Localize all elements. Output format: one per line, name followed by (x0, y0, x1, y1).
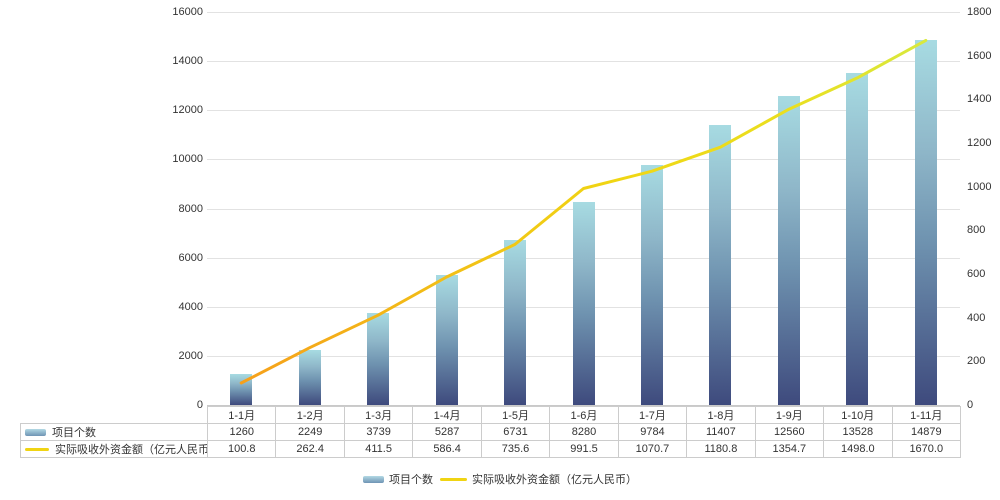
category-cell: 1-7月 (617, 406, 688, 424)
left-axis-tick: 2000 (178, 350, 203, 362)
value-cell: 1180.8 (686, 440, 756, 458)
right-axis-tick: 200 (967, 355, 986, 367)
bar-1-10月 (846, 73, 868, 405)
gridline (207, 12, 960, 13)
value-cell: 1670.0 (891, 440, 962, 458)
bar-1-9月 (778, 96, 800, 405)
x-axis-line (207, 405, 960, 406)
row-label-investment: 实际吸收外资金额（亿元人民币） (20, 440, 208, 458)
value-cell: 1070.7 (617, 440, 688, 458)
left-axis-tick: 0 (196, 399, 203, 411)
gridline (207, 159, 960, 160)
category-cell: 1-2月 (275, 406, 345, 424)
value-cell: 1260 (206, 423, 277, 441)
right-axis-tick: 0 (967, 399, 974, 411)
category-cell: 1-5月 (480, 406, 551, 424)
left-axis-tick: 8000 (178, 203, 203, 215)
value-cell: 586.4 (412, 440, 482, 458)
bar-1-2月 (299, 350, 321, 405)
category-cell: 1-4月 (412, 406, 482, 424)
right-axis-tick: 1400 (967, 93, 992, 105)
right-axis-tick: 600 (967, 268, 986, 280)
legend-item-line[interactable]: 实际吸收外资金额（亿元人民币） (440, 471, 637, 487)
value-cell: 262.4 (275, 440, 345, 458)
left-axis-tick: 14000 (172, 55, 203, 67)
value-cell: 13528 (823, 423, 893, 441)
category-cell: 1-8月 (686, 406, 756, 424)
row-label-text: 项目个数 (52, 427, 96, 439)
value-cell: 1498.0 (823, 440, 893, 458)
bar-legend-swatch-icon (363, 475, 384, 483)
right-axis-tick: 400 (967, 312, 986, 324)
value-cell: 991.5 (549, 440, 619, 458)
value-cell: 411.5 (343, 440, 414, 458)
right-axis-tick: 1800 (967, 6, 992, 18)
line-series-row: 实际吸收外资金额（亿元人民币） 100.8 262.4 411.5 586.4 … (20, 440, 962, 458)
bar-1-5月 (504, 240, 526, 405)
category-cell: 1-10月 (823, 406, 893, 424)
gridline (207, 110, 960, 111)
category-cell: 1-3月 (343, 406, 414, 424)
right-axis-tick: 1000 (967, 181, 992, 193)
legend-item-bar[interactable]: 项目个数 (363, 471, 433, 487)
category-cell: 1-11月 (891, 406, 962, 424)
left-axis-tick: 6000 (178, 252, 203, 264)
bar-1-4月 (436, 275, 458, 405)
row-label-projects: 项目个数 (20, 423, 208, 441)
bar-1-11月 (915, 40, 937, 405)
bar-1-6月 (573, 202, 595, 405)
table-corner (21, 407, 208, 424)
value-cell: 8280 (549, 423, 619, 441)
bar-1-7月 (641, 165, 663, 405)
bar-1-3月 (367, 313, 389, 405)
category-row: 1-1月 1-2月 1-3月 1-4月 1-5月 1-6月 1-7月 1-8月 … (21, 406, 962, 424)
line-series-swatch-icon (25, 447, 49, 451)
left-axis-tick: 12000 (172, 104, 203, 116)
bar-1-8月 (709, 125, 731, 405)
value-cell: 14879 (891, 423, 962, 441)
gridline (207, 61, 960, 62)
bar-series-swatch-icon (25, 428, 46, 436)
data-table: 1-1月 1-2月 1-3月 1-4月 1-5月 1-6月 1-7月 1-8月 … (20, 406, 962, 458)
right-axis-tick: 1600 (967, 50, 992, 62)
bar-series-row: 项目个数 1260 2249 3739 5287 6731 8280 9784 … (20, 423, 962, 441)
left-axis-tick: 4000 (178, 301, 203, 313)
right-axis-tick: 1200 (967, 137, 992, 149)
value-cell: 11407 (686, 423, 756, 441)
trend-line (239, 38, 928, 385)
category-cell: 1-6月 (549, 406, 619, 424)
right-axis-tick: 800 (967, 224, 986, 236)
value-cell: 100.8 (206, 440, 277, 458)
value-cell: 9784 (617, 423, 688, 441)
category-cell: 1-1月 (206, 406, 277, 424)
value-cell: 12560 (754, 423, 825, 441)
value-cell: 1354.7 (754, 440, 825, 458)
value-cell: 5287 (412, 423, 482, 441)
value-cell: 2249 (275, 423, 345, 441)
legend: 项目个数 实际吸收外资金额（亿元人民币） (0, 471, 1000, 487)
legend-label: 实际吸收外资金额（亿元人民币） (472, 474, 637, 486)
legend-label: 项目个数 (389, 474, 433, 486)
left-axis-tick: 16000 (172, 6, 203, 18)
value-cell: 3739 (343, 423, 414, 441)
value-cell: 735.6 (480, 440, 551, 458)
line-legend-swatch-icon (440, 477, 467, 481)
category-cell: 1-9月 (754, 406, 825, 424)
row-label-text: 实际吸收外资金额（亿元人民币） (55, 444, 208, 456)
left-axis-tick: 10000 (172, 153, 203, 165)
value-cell: 6731 (480, 423, 551, 441)
